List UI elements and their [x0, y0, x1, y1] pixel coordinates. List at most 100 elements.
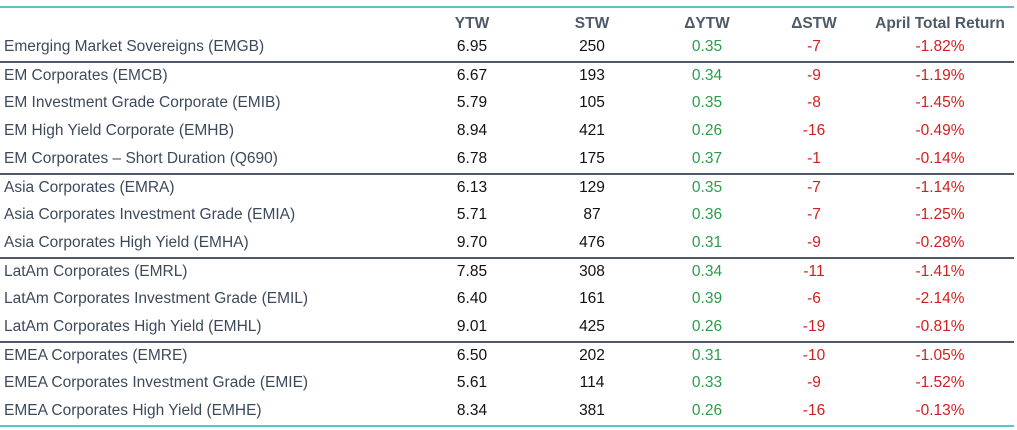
row-delta-ytw-cell: 0.35 — [691, 179, 723, 196]
row-april-total-return-cell: -0.14% — [915, 150, 965, 167]
row-delta-stw-cell: -16 — [802, 402, 826, 419]
table-row: EM Investment Grade Corporate (EMIB) 5.79… — [0, 89, 1014, 117]
row-delta-ytw-cell: 0.35 — [691, 94, 723, 111]
row-delta-stw-cell: -6 — [807, 290, 821, 307]
header-ytw: YTW — [454, 14, 490, 32]
header-delta-ytw: ΔYTW — [684, 14, 730, 32]
row-delta-ytw-cell: 0.26 — [691, 318, 723, 335]
header-stw: STW — [574, 14, 610, 32]
row-april-total-return-cell: -0.28% — [915, 234, 965, 251]
row-stw-cell: 202 — [579, 347, 605, 364]
table-row: Emerging Market Sovereigns (EMGB) 6.95 250… — [0, 33, 1014, 61]
table-row: EMEA Corporates High Yield (EMHE) 8.34 381… — [0, 397, 1014, 425]
row-delta-stw-cell: -1 — [807, 150, 821, 167]
row-delta-stw-cell: -9 — [807, 67, 821, 84]
table-row: EM Corporates – Short Duration (Q690) 6.7… — [0, 145, 1014, 173]
row-delta-stw-cell: -11 — [803, 263, 825, 280]
table-row: Asia Corporates (EMRA) 6.13 129 0.35 -7 -1.14… — [0, 173, 1014, 201]
row-delta-ytw-cell: 0.31 — [691, 234, 723, 251]
row-april-total-return-cell: -2.14% — [915, 290, 965, 307]
row-delta-ytw-cell: 0.35 — [691, 38, 723, 55]
row-ytw-cell: 5.71 — [456, 206, 488, 223]
row-ytw-cell: 6.67 — [456, 67, 488, 84]
row-april-total-return-cell: -1.52% — [915, 374, 965, 391]
row-delta-stw-cell: -16 — [802, 122, 826, 139]
row-delta-stw-cell: -10 — [802, 347, 826, 364]
row-stw-cell: 161 — [579, 290, 605, 307]
row-delta-ytw-cell: 0.31 — [691, 347, 723, 364]
row-ytw-cell: 9.01 — [456, 318, 488, 335]
row-april-total-return-cell: -1.82% — [915, 38, 965, 55]
row-delta-ytw-cell: 0.33 — [691, 374, 723, 391]
row-ytw-cell: 6.95 — [456, 38, 488, 55]
row-april-total-return-cell: -0.13% — [915, 402, 965, 419]
row-name-cell: EM Corporates (EMCB) — [4, 67, 168, 84]
row-stw-cell: 425 — [579, 318, 605, 335]
row-stw-cell: 105 — [579, 94, 605, 111]
table-row: EM Corporates (EMCB) 6.67 193 0.34 -9 -1.19% — [0, 61, 1014, 89]
row-stw-cell: 114 — [579, 374, 605, 391]
row-april-total-return-cell: -1.14% — [915, 179, 965, 196]
row-delta-stw-cell: -7 — [807, 179, 821, 196]
row-delta-stw-cell: -7 — [807, 38, 821, 55]
index-returns-table: YTW STW ΔYTW ΔSTW April Total Return Eme… — [0, 6, 1014, 427]
row-delta-ytw-cell: 0.37 — [691, 150, 723, 167]
row-name-cell: Asia Corporates (EMRA) — [4, 179, 175, 196]
row-delta-ytw-cell: 0.26 — [691, 402, 723, 419]
row-name-cell: EMEA Corporates High Yield (EMHE) — [4, 402, 262, 419]
row-april-total-return-cell: -1.19% — [915, 67, 965, 84]
row-name-cell: EMEA Corporates (EMRE) — [4, 347, 188, 364]
row-delta-ytw-cell: 0.34 — [691, 67, 723, 84]
row-april-total-return-cell: -1.05% — [915, 347, 965, 364]
row-delta-ytw-cell: 0.26 — [691, 122, 723, 139]
row-name-cell: Emerging Market Sovereigns (EMGB) — [4, 38, 265, 55]
table-row: Asia Corporates High Yield (EMHA) 9.70 476… — [0, 229, 1014, 257]
table-header-row: YTW STW ΔYTW ΔSTW April Total Return — [0, 8, 1014, 33]
row-ytw-cell: 9.70 — [456, 234, 488, 251]
row-stw-cell: 476 — [579, 234, 605, 251]
row-delta-stw-cell: -7 — [807, 206, 821, 223]
row-delta-ytw-cell: 0.36 — [691, 206, 723, 223]
row-ytw-cell: 6.50 — [456, 347, 488, 364]
row-name-cell: LatAm Corporates Investment Grade (EMIL) — [4, 290, 309, 307]
row-name-cell: Asia Corporates Investment Grade (EMIA) — [4, 206, 296, 223]
table-body: Emerging Market Sovereigns (EMGB) 6.95 250… — [0, 33, 1014, 425]
row-name-cell: EM Investment Grade Corporate (EMIB) — [4, 94, 281, 111]
row-name-cell: LatAm Corporates High Yield (EMHL) — [4, 318, 262, 335]
row-ytw-cell: 6.13 — [456, 179, 488, 196]
row-ytw-cell: 5.79 — [456, 94, 488, 111]
row-april-total-return-cell: -1.45% — [915, 94, 965, 111]
row-ytw-cell: 8.34 — [456, 402, 488, 419]
table-row: EMEA Corporates (EMRE) 6.50 202 0.31 -10 -1.0… — [0, 341, 1014, 369]
row-april-total-return-cell: -1.25% — [915, 206, 965, 223]
row-ytw-cell: 6.40 — [456, 290, 488, 307]
row-april-total-return-cell: -0.81% — [915, 318, 965, 335]
row-stw-cell: 129 — [579, 179, 605, 196]
row-stw-cell: 250 — [579, 38, 605, 55]
table-row: LatAm Corporates (EMRL) 7.85 308 0.34 -11 -1.… — [0, 257, 1014, 285]
row-ytw-cell: 7.85 — [456, 263, 488, 280]
row-stw-cell: 175 — [579, 150, 605, 167]
table-row: Asia Corporates Investment Grade (EMIA) 5… — [0, 201, 1014, 229]
row-stw-cell: 87 — [583, 206, 601, 223]
row-april-total-return-cell: -0.49% — [915, 122, 965, 139]
row-stw-cell: 421 — [579, 122, 605, 139]
row-stw-cell: 193 — [579, 67, 605, 84]
row-ytw-cell: 6.78 — [456, 150, 488, 167]
row-name-cell: EM High Yield Corporate (EMHB) — [4, 122, 234, 139]
table-row: EM High Yield Corporate (EMHB) 8.94 421 0.2… — [0, 117, 1014, 145]
row-ytw-cell: 5.61 — [456, 374, 488, 391]
table-row: EMEA Corporates Investment Grade (EMIE) 5… — [0, 369, 1014, 397]
row-stw-cell: 381 — [579, 402, 605, 419]
row-delta-stw-cell: -19 — [802, 318, 826, 335]
row-delta-stw-cell: -8 — [807, 94, 821, 111]
row-delta-stw-cell: -9 — [807, 374, 821, 391]
row-name-cell: Asia Corporates High Yield (EMHA) — [4, 234, 249, 251]
row-stw-cell: 308 — [579, 263, 605, 280]
row-ytw-cell: 8.94 — [456, 122, 488, 139]
row-name-cell: EMEA Corporates Investment Grade (EMIE) — [4, 374, 309, 391]
table-row: LatAm Corporates High Yield (EMHL) 9.01 42… — [0, 313, 1014, 341]
header-delta-stw: ΔSTW — [791, 14, 837, 32]
table-row: LatAm Corporates Investment Grade (EMIL)… — [0, 285, 1014, 313]
row-name-cell: EM Corporates – Short Duration (Q690) — [4, 150, 278, 167]
